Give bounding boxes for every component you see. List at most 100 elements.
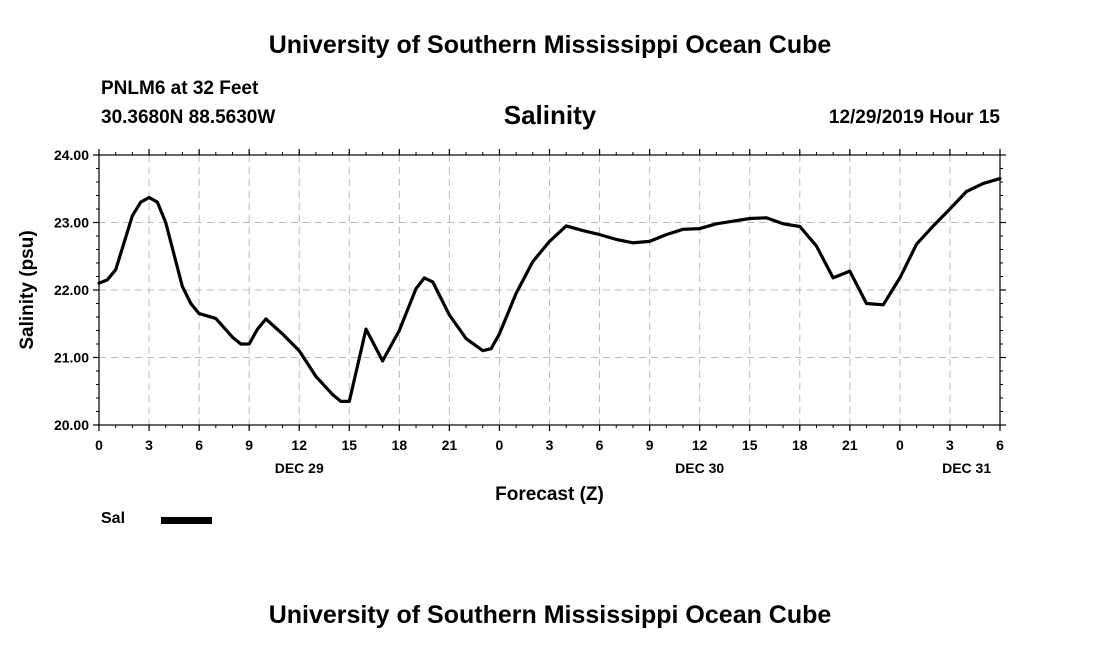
legend-label: Sal <box>101 510 126 527</box>
data-point <box>131 215 133 217</box>
data-point <box>465 338 467 340</box>
x-tick-label: 15 <box>742 437 758 453</box>
data-point <box>916 243 918 245</box>
data-point <box>599 234 601 236</box>
x-tick-label: 12 <box>291 437 307 453</box>
data-point <box>832 277 834 279</box>
data-point <box>98 282 100 284</box>
x-tick-label: 21 <box>442 437 458 453</box>
data-point <box>490 348 492 350</box>
data-point <box>382 360 384 362</box>
data-point <box>649 240 651 242</box>
data-point <box>190 302 192 305</box>
data-point <box>732 220 734 222</box>
data-point <box>665 234 667 236</box>
data-point <box>340 400 342 402</box>
data-point <box>966 190 968 192</box>
data-point <box>865 302 868 305</box>
data-point <box>982 182 984 184</box>
data-point <box>782 223 784 225</box>
data-point <box>715 223 718 225</box>
axis-ticks <box>93 149 1006 431</box>
x-tick-label: 6 <box>996 437 1004 453</box>
data-point <box>148 196 150 199</box>
data-point <box>498 333 500 335</box>
x-tick-label: 0 <box>496 437 504 453</box>
x-tick-label: 3 <box>946 437 954 453</box>
x-tick-label: 18 <box>392 437 408 453</box>
data-point <box>215 317 217 319</box>
coordinates-label: 30.3680N 88.5630W <box>101 107 276 128</box>
data-point <box>248 343 250 345</box>
legend-swatch <box>161 517 212 524</box>
data-point <box>115 269 117 271</box>
data-point <box>256 328 259 330</box>
station-label: PNLM6 at 32 Feet <box>101 78 259 99</box>
y-tick-label: 21.00 <box>54 350 89 366</box>
x-tick-label: 18 <box>792 437 808 453</box>
x-tick-label: 6 <box>195 437 203 453</box>
y-tick-labels: 20.00 21.00 22.00 23.00 24.00 <box>54 147 89 433</box>
y-tick-label: 20.00 <box>54 417 89 433</box>
x-tick-label: 12 <box>692 437 708 453</box>
series-layer <box>97 177 1002 403</box>
y-tick-label: 23.00 <box>54 215 89 231</box>
x-tick-label: 6 <box>596 437 604 453</box>
data-point <box>632 242 634 244</box>
data-point <box>106 279 108 281</box>
data-point <box>348 400 350 402</box>
data-point <box>899 277 901 279</box>
data-point <box>332 394 334 396</box>
data-point <box>398 329 400 332</box>
date-label: DEC 29 <box>275 460 324 476</box>
data-point <box>315 375 317 377</box>
chart-title-top: University of Southern Mississippi Ocean… <box>268 31 832 59</box>
data-point <box>423 277 425 279</box>
data-point <box>482 350 484 352</box>
grid-lines <box>99 155 1000 425</box>
data-point <box>298 350 300 352</box>
data-point <box>799 225 801 228</box>
data-point <box>565 225 567 227</box>
x-tick-labels: 0 3 6 9 12 15 18 21 0 3 6 9 12 15 18 21 0 3 6 <box>95 437 1004 453</box>
data-point <box>231 336 234 338</box>
variable-title: Salinity <box>503 100 597 130</box>
data-point <box>165 221 167 224</box>
data-point <box>515 292 517 294</box>
date-labels: DEC 29 DEC 30 DEC 31 <box>275 460 992 476</box>
data-point <box>949 208 951 210</box>
data-point <box>240 343 242 345</box>
data-point <box>532 261 534 263</box>
data-point <box>765 217 768 219</box>
data-point <box>181 286 183 288</box>
data-point <box>365 328 367 330</box>
data-point <box>999 178 1001 180</box>
data-point <box>198 313 200 315</box>
data-point <box>699 228 701 230</box>
date-label: DEC 31 <box>942 460 991 476</box>
x-tick-label: 0 <box>95 437 103 453</box>
y-tick-label: 24.00 <box>54 147 89 163</box>
date-label: DEC 30 <box>675 460 724 476</box>
data-point <box>156 201 158 203</box>
y-tick-label: 22.00 <box>54 282 89 298</box>
datetime-label: 12/29/2019 Hour 15 <box>828 107 1000 128</box>
data-point <box>849 270 851 272</box>
x-tick-label: 15 <box>341 437 357 453</box>
data-point <box>882 304 884 306</box>
x-tick-label: 21 <box>842 437 858 453</box>
series-line-sal <box>97 177 1002 403</box>
chart-title-bottom: University of Southern Mississippi Ocean… <box>268 601 832 629</box>
data-point <box>265 318 267 320</box>
data-point <box>582 230 584 232</box>
data-point <box>140 201 142 203</box>
x-tick-label: 9 <box>646 437 654 453</box>
x-tick-label: 3 <box>145 437 153 453</box>
data-point <box>749 217 751 220</box>
data-point <box>415 288 417 290</box>
x-axis-title: Forecast (Z) <box>495 484 604 505</box>
data-point <box>682 228 684 230</box>
data-point <box>432 281 434 283</box>
y-axis-title: Salinity (psu) <box>17 230 38 349</box>
